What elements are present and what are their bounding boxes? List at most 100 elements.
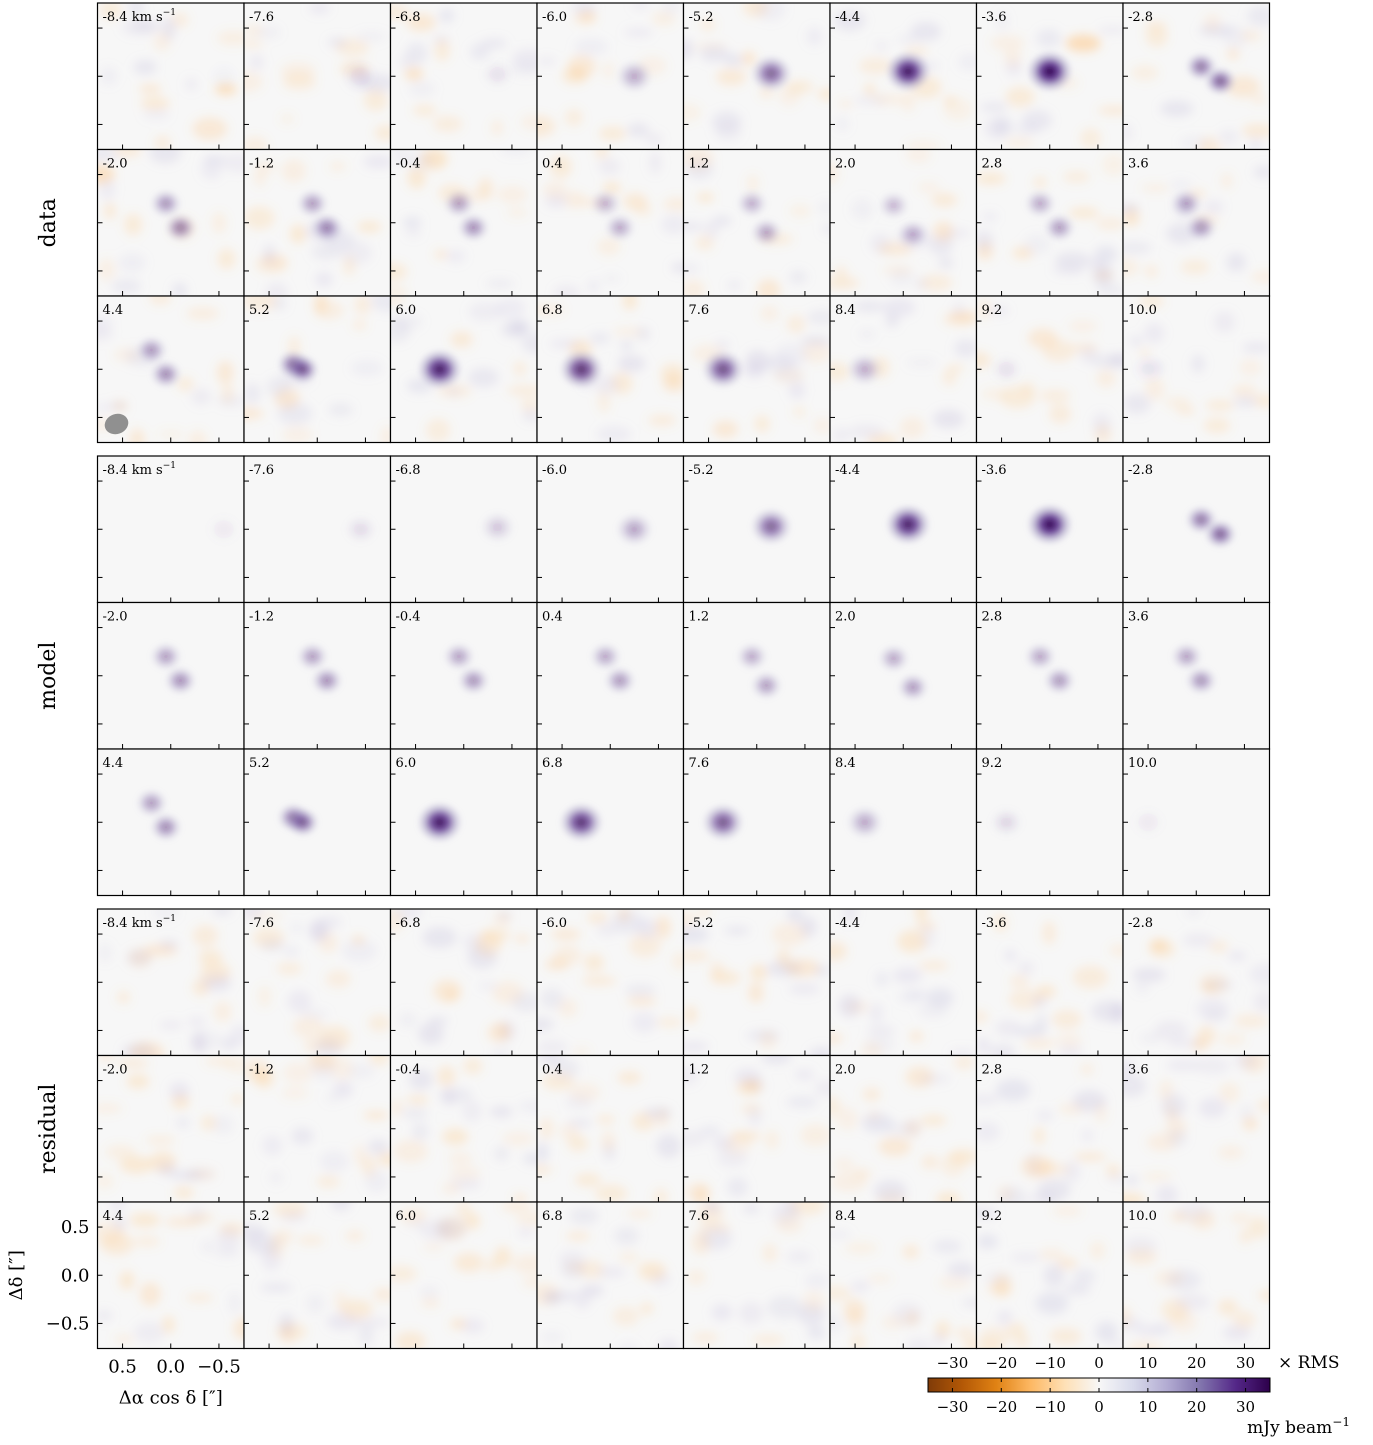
model-panel: 6.0 — [389, 748, 538, 897]
velocity-label: -8.4 km s−1 — [103, 914, 177, 931]
velocity-label: 10.0 — [1128, 303, 1157, 318]
emission-blob — [1042, 212, 1077, 243]
residual-panel: -1.2 — [243, 1054, 392, 1203]
emission-blob — [749, 670, 784, 701]
residual-panel: 1.2 — [682, 1054, 831, 1203]
velocity-label: 4.4 — [103, 756, 124, 771]
emission-blob — [734, 188, 769, 219]
velocity-label: -0.4 — [396, 610, 421, 625]
panel-ticks — [537, 627, 659, 749]
residual-panel: -0.4 — [389, 1054, 538, 1203]
emission-blob — [148, 641, 183, 672]
velocity-label: -1.2 — [249, 610, 274, 625]
data-panel: -3.6 — [975, 2, 1124, 151]
model-panel: -5.2 — [682, 455, 831, 604]
velocity-label: -5.2 — [689, 916, 714, 931]
model-panel: -2.8 — [1122, 455, 1271, 604]
emission-blob — [558, 348, 604, 390]
velocity-label: 6.0 — [396, 756, 417, 771]
velocity-label: -6.8 — [396, 463, 421, 478]
emission-blob — [456, 212, 491, 243]
noise-field — [390, 909, 537, 1056]
noise-field — [833, 10, 977, 150]
x-axis-label: Δα cos δ [″] — [119, 1388, 223, 1409]
noise-field — [97, 1202, 244, 1344]
emission-blob — [479, 57, 516, 91]
emission-blob — [1023, 188, 1058, 219]
panel-ticks — [1123, 480, 1245, 603]
emission-blob — [588, 188, 623, 219]
panel-ticks — [97, 933, 220, 1056]
noise-field — [537, 1207, 680, 1349]
residual-panel: 10.0 — [1122, 1201, 1271, 1350]
emission-blob — [456, 665, 491, 696]
velocity-label: 0.4 — [542, 610, 563, 625]
panel-ticks — [244, 1226, 366, 1349]
noise-field — [390, 4, 537, 136]
emission-blob — [749, 507, 793, 546]
colorbar-top-unit: × RMS — [1278, 1353, 1340, 1373]
velocity-label: 8.4 — [835, 756, 856, 771]
emission-blob — [749, 217, 784, 248]
residual-panel: 6.8 — [536, 1201, 685, 1350]
panel-ticks — [830, 320, 952, 443]
velocity-label: 10.0 — [1128, 756, 1157, 771]
emission-blob — [285, 354, 320, 385]
emission-blob — [876, 643, 911, 674]
model-panel: 5.2 — [243, 748, 392, 897]
panel-ticks — [683, 320, 806, 443]
emission-blob — [205, 512, 243, 546]
panel-ticks — [683, 174, 806, 296]
velocity-label: 1.2 — [689, 157, 710, 172]
residual-panel: 7.6 — [682, 1201, 831, 1350]
emission-blob — [1203, 65, 1238, 97]
row-label-model: model — [36, 642, 61, 710]
residual-panel: -2.0 — [96, 1054, 245, 1203]
velocity-label: 1.2 — [689, 610, 710, 625]
residual-panel: 4.4 — [96, 1201, 245, 1350]
noise-field — [976, 153, 1123, 296]
colorbar-top-tick-label: 20 — [1187, 1354, 1206, 1372]
row-label-residual: residual — [36, 1084, 61, 1174]
panel-ticks — [537, 174, 659, 296]
residual-panel: 9.2 — [975, 1201, 1124, 1350]
emission-blob — [588, 641, 623, 672]
model-panel: 8.4 — [829, 748, 978, 897]
panel-ticks — [390, 627, 513, 749]
model-panel: 7.6 — [682, 748, 831, 897]
velocity-label: 2.8 — [982, 1063, 1003, 1078]
velocity-label: 7.6 — [689, 1209, 710, 1224]
panel-ticks — [1123, 1080, 1245, 1202]
velocity-label: -4.4 — [835, 916, 860, 931]
panel-ticks — [683, 480, 806, 603]
emission-blob — [163, 212, 198, 243]
row-label-data: data — [36, 198, 61, 247]
colorbar-bottom-tick-label: 20 — [1187, 1398, 1206, 1416]
panel-ticks — [97, 480, 220, 603]
panel-ticks — [976, 773, 1099, 896]
panel-ticks — [97, 627, 220, 749]
colorbar-bottom-tick-label: 0 — [1094, 1398, 1104, 1416]
data-panel: 7.6 — [682, 295, 831, 444]
velocity-label: 4.4 — [103, 303, 124, 318]
noise-field — [691, 305, 830, 439]
colorbar-top-tick-label: 0 — [1094, 1354, 1104, 1372]
residual-panel: 2.8 — [975, 1054, 1124, 1203]
panel-ticks — [537, 27, 659, 150]
panel-ticks — [537, 480, 659, 603]
velocity-label: 4.4 — [103, 1209, 124, 1224]
emission-blob — [342, 59, 379, 93]
model-panel: -8.4 km s−1 — [96, 455, 245, 604]
data-panel: 2.0 — [829, 148, 978, 297]
noise-field — [976, 298, 1123, 443]
emission-blob — [749, 54, 793, 93]
emission-blob — [1129, 352, 1167, 386]
emission-blob — [602, 665, 637, 696]
x-tick-label: 0.0 — [156, 1357, 185, 1378]
panel-ticks — [683, 27, 806, 150]
emission-blob — [441, 641, 476, 672]
panel-ticks — [244, 480, 366, 603]
noise-field — [683, 909, 830, 1056]
noise-field — [683, 3, 830, 142]
noise-field — [97, 149, 244, 296]
